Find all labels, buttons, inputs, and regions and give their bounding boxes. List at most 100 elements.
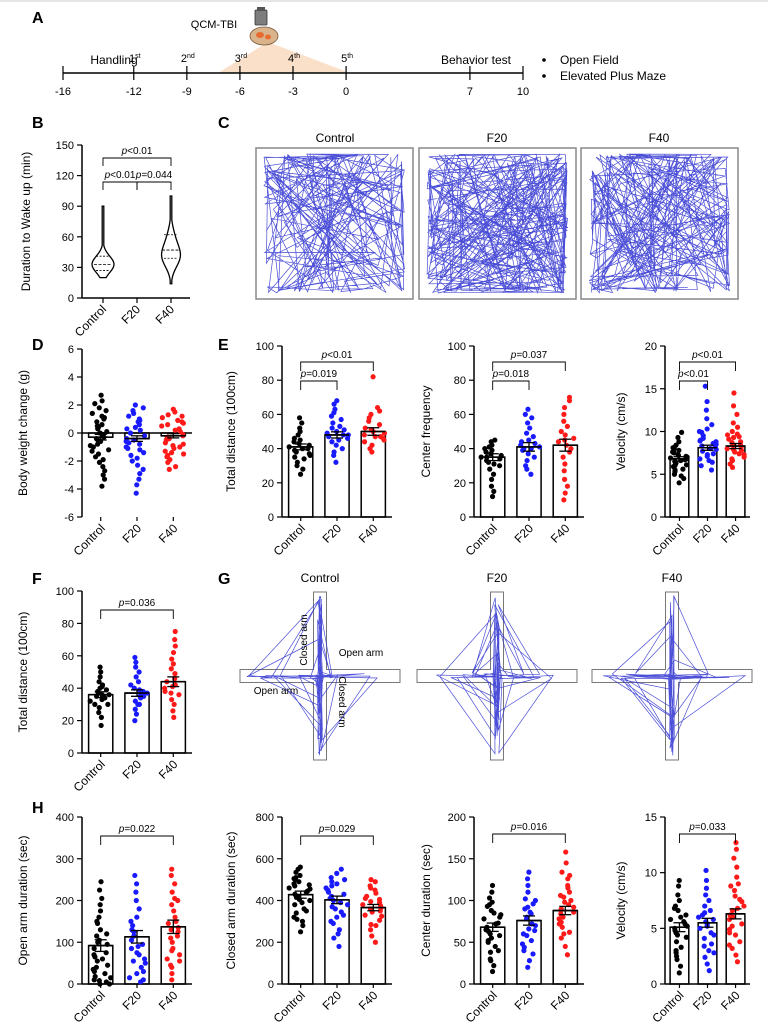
data-point-f20 <box>134 970 140 977</box>
data-point-control <box>488 958 494 964</box>
data-point-control <box>292 447 298 453</box>
y-tick-label: 100 <box>448 341 466 353</box>
data-point-f20 <box>329 883 335 889</box>
y-tick-label: 60 <box>62 232 74 244</box>
data-point-f40 <box>566 889 573 895</box>
data-point-control <box>96 679 102 685</box>
y-tick-label: 60 <box>62 651 74 663</box>
significance-label: p=0.022 <box>118 824 156 835</box>
y-tick-label: 15 <box>645 384 657 396</box>
data-point-f20 <box>526 437 532 443</box>
data-point-control <box>678 914 684 920</box>
data-point-control <box>96 709 102 716</box>
data-point-f40 <box>561 931 567 937</box>
y-tick-label: 0 <box>68 293 74 305</box>
closed-arm-label-top: Closed arm <box>299 614 310 665</box>
data-point-f20 <box>136 422 142 428</box>
data-point-f40 <box>166 466 172 472</box>
data-point-f20 <box>528 471 534 477</box>
panel-letter-e: E <box>218 337 229 354</box>
data-point-f40 <box>169 977 175 983</box>
data-point-f20 <box>124 426 130 432</box>
y-tick-label: 90 <box>62 201 74 213</box>
data-point-f20 <box>530 434 536 440</box>
data-point-f40 <box>360 902 366 908</box>
y-tick-label: 400 <box>56 812 74 824</box>
y-axis-label: Open arm duration (sec) <box>16 835 30 965</box>
data-point-control <box>675 883 682 889</box>
data-point-f20 <box>126 440 132 446</box>
data-point-f20 <box>711 950 717 956</box>
data-point-control <box>491 963 497 969</box>
data-point-f40 <box>369 933 375 939</box>
data-point-control <box>97 664 103 670</box>
data-point-f20 <box>132 706 138 712</box>
data-point-control <box>92 701 98 708</box>
data-point-f20 <box>524 457 530 464</box>
data-point-control <box>100 457 106 463</box>
data-point-f20 <box>128 682 134 688</box>
data-point-f40 <box>170 661 176 667</box>
data-point-f40 <box>732 893 738 899</box>
y-tick-label: 400 <box>256 896 274 908</box>
data-point-f40 <box>165 412 171 418</box>
y-tick-label: 30 <box>62 262 74 274</box>
x-tick-label: Control <box>71 757 108 794</box>
open-arm-label-right: Open arm <box>339 648 383 659</box>
panel-letter-a: A <box>32 10 44 27</box>
data-point-f40 <box>559 924 565 930</box>
data-point-control <box>487 931 493 937</box>
data-point-f20 <box>702 903 708 909</box>
bar-f20 <box>324 899 350 985</box>
test-item: Open Field <box>560 53 619 67</box>
data-point-f20 <box>141 450 147 456</box>
data-point-f20 <box>525 882 531 889</box>
data-point-f40 <box>372 887 378 893</box>
data-point-f40 <box>741 451 747 458</box>
y-tick-label: 60 <box>262 409 274 421</box>
significance-bracket <box>102 157 172 166</box>
significance-bracket <box>492 380 530 390</box>
significance-label: p<0.01 <box>691 350 723 361</box>
data-point-f40 <box>172 914 178 920</box>
bar-control <box>287 893 314 985</box>
data-point-control <box>680 466 686 472</box>
data-point-control <box>488 935 495 941</box>
data-point-control <box>489 889 495 895</box>
data-point-f20 <box>708 467 715 473</box>
significance-bracket <box>492 833 566 843</box>
timeline-tick-label: 7 <box>467 86 473 98</box>
data-point-control <box>98 722 104 729</box>
data-point-f20 <box>706 457 712 464</box>
data-point-f40 <box>175 897 181 904</box>
y-tick-label: 300 <box>56 854 74 866</box>
data-point-control <box>489 882 496 889</box>
data-point-f40 <box>177 444 183 450</box>
data-point-f20 <box>523 430 530 436</box>
data-point-f40 <box>372 939 378 945</box>
data-point-f20 <box>532 927 538 934</box>
data-point-f40 <box>361 432 367 438</box>
data-point-control <box>676 439 682 445</box>
significance-bracket <box>492 361 566 371</box>
significance-label: p=0.037 <box>510 350 548 361</box>
y-tick-label: 20 <box>645 341 657 353</box>
data-point-control <box>683 912 689 918</box>
panel-letter-f: F <box>32 571 42 588</box>
data-point-f20 <box>710 916 716 923</box>
data-point-f20 <box>133 664 139 670</box>
data-point-f40 <box>164 956 170 962</box>
data-point-f20 <box>140 968 147 975</box>
timeline-tick-label: 10 <box>517 86 529 98</box>
data-point-f40 <box>172 643 178 649</box>
x-tick-label: F20 <box>690 988 715 1013</box>
y-tick-label: -6 <box>64 512 74 524</box>
data-point-control <box>671 905 678 911</box>
data-point-f20 <box>522 411 528 417</box>
data-point-f20 <box>133 881 140 887</box>
data-point-f20 <box>701 943 707 949</box>
data-point-f40 <box>734 411 740 417</box>
data-point-f20 <box>338 866 344 872</box>
data-point-f40 <box>556 916 562 922</box>
panel-letter-d: D <box>32 337 44 354</box>
